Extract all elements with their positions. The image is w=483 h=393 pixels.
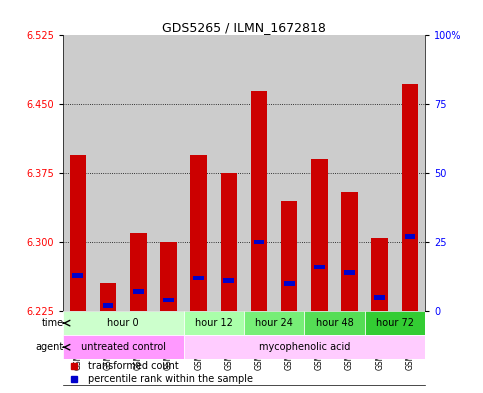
- Text: hour 48: hour 48: [315, 318, 354, 328]
- Bar: [344, 270, 355, 275]
- Bar: [371, 237, 388, 311]
- Bar: [93, 35, 123, 311]
- Bar: [184, 35, 213, 311]
- Text: mycophenolic acid: mycophenolic acid: [258, 342, 350, 352]
- Bar: [251, 90, 267, 311]
- Text: hour 72: hour 72: [376, 318, 414, 328]
- Text: untreated control: untreated control: [81, 342, 166, 352]
- Bar: [304, 35, 334, 311]
- Bar: [63, 335, 184, 359]
- Bar: [123, 35, 154, 311]
- Bar: [284, 281, 295, 286]
- Bar: [63, 35, 93, 311]
- Bar: [130, 233, 146, 311]
- Bar: [402, 84, 418, 311]
- Bar: [405, 234, 415, 239]
- Bar: [184, 335, 425, 359]
- Bar: [70, 155, 86, 311]
- Bar: [281, 201, 298, 311]
- Bar: [311, 160, 327, 311]
- Text: transformed count: transformed count: [88, 361, 179, 371]
- Bar: [374, 295, 385, 299]
- Bar: [224, 278, 234, 283]
- Bar: [190, 155, 207, 311]
- Text: hour 0: hour 0: [107, 318, 139, 328]
- Bar: [100, 283, 116, 311]
- Bar: [213, 35, 244, 311]
- Bar: [193, 275, 204, 280]
- Bar: [184, 311, 244, 335]
- Bar: [133, 290, 143, 294]
- Text: agent: agent: [35, 342, 63, 352]
- Bar: [334, 35, 365, 311]
- Bar: [254, 240, 264, 244]
- Text: percentile rank within the sample: percentile rank within the sample: [88, 374, 253, 384]
- Bar: [103, 303, 114, 308]
- Bar: [365, 311, 425, 335]
- Text: time: time: [41, 318, 63, 328]
- Bar: [221, 173, 237, 311]
- Bar: [341, 192, 358, 311]
- Bar: [63, 311, 184, 335]
- Bar: [163, 298, 174, 302]
- Bar: [244, 311, 304, 335]
- Bar: [72, 273, 83, 277]
- Bar: [244, 35, 274, 311]
- Bar: [274, 35, 304, 311]
- Bar: [314, 264, 325, 269]
- Bar: [154, 35, 184, 311]
- Text: hour 12: hour 12: [195, 318, 233, 328]
- Text: hour 24: hour 24: [255, 318, 293, 328]
- Bar: [395, 35, 425, 311]
- Bar: [160, 242, 177, 311]
- Bar: [365, 35, 395, 311]
- Title: GDS5265 / ILMN_1672818: GDS5265 / ILMN_1672818: [162, 21, 326, 34]
- Bar: [304, 311, 365, 335]
